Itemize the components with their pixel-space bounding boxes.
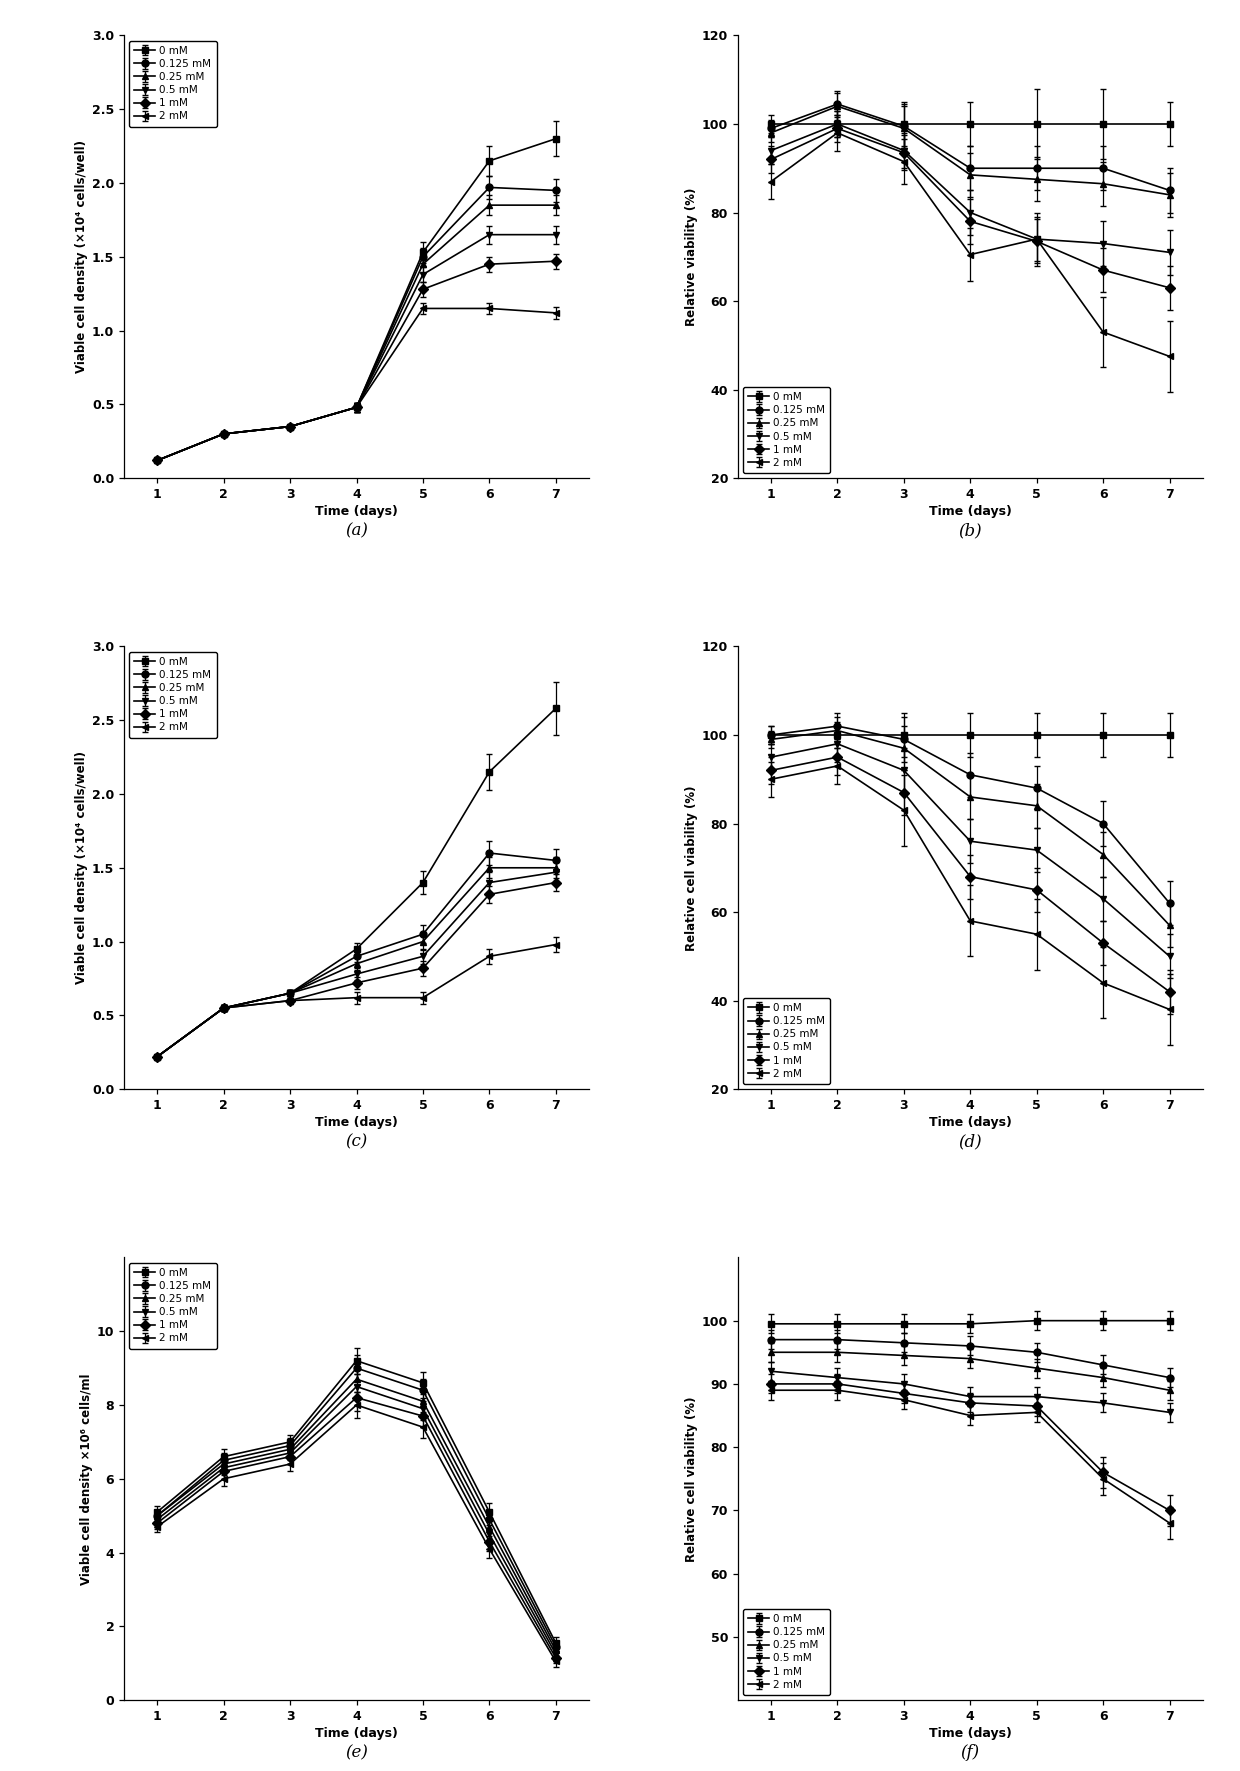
- Y-axis label: Viable cell density (×10⁴ cells/well): Viable cell density (×10⁴ cells/well): [74, 140, 88, 374]
- X-axis label: Time (days): Time (days): [929, 1727, 1012, 1741]
- Legend: 0 mM, 0.125 mM, 0.25 mM, 0.5 mM, 1 mM, 2 mM: 0 mM, 0.125 mM, 0.25 mM, 0.5 mM, 1 mM, 2…: [129, 652, 217, 739]
- X-axis label: Time (days): Time (days): [929, 1116, 1012, 1130]
- Y-axis label: Viable cell density ×10⁶ cells/ml: Viable cell density ×10⁶ cells/ml: [79, 1373, 93, 1585]
- X-axis label: Time (days): Time (days): [315, 1116, 398, 1130]
- Text: (f): (f): [961, 1744, 980, 1762]
- X-axis label: Time (days): Time (days): [315, 1727, 398, 1741]
- Y-axis label: Relative viability (%): Relative viability (%): [684, 188, 698, 326]
- Text: (d): (d): [959, 1133, 982, 1151]
- Text: (b): (b): [959, 522, 982, 540]
- Text: (a): (a): [345, 522, 368, 540]
- Y-axis label: Viable cell density (×10⁴ cells/well): Viable cell density (×10⁴ cells/well): [74, 751, 88, 985]
- Legend: 0 mM, 0.125 mM, 0.25 mM, 0.5 mM, 1 mM, 2 mM: 0 mM, 0.125 mM, 0.25 mM, 0.5 mM, 1 mM, 2…: [743, 1608, 831, 1695]
- X-axis label: Time (days): Time (days): [315, 505, 398, 519]
- X-axis label: Time (days): Time (days): [929, 505, 1012, 519]
- Text: (c): (c): [346, 1133, 367, 1151]
- Legend: 0 mM, 0.125 mM, 0.25 mM, 0.5 mM, 1 mM, 2 mM: 0 mM, 0.125 mM, 0.25 mM, 0.5 mM, 1 mM, 2…: [743, 386, 831, 473]
- Y-axis label: Relative cell viability (%): Relative cell viability (%): [684, 785, 698, 951]
- Legend: 0 mM, 0.125 mM, 0.25 mM, 0.5 mM, 1 mM, 2 mM: 0 mM, 0.125 mM, 0.25 mM, 0.5 mM, 1 mM, 2…: [129, 1263, 217, 1350]
- Legend: 0 mM, 0.125 mM, 0.25 mM, 0.5 mM, 1 mM, 2 mM: 0 mM, 0.125 mM, 0.25 mM, 0.5 mM, 1 mM, 2…: [743, 997, 831, 1084]
- Text: (e): (e): [345, 1744, 368, 1762]
- Legend: 0 mM, 0.125 mM, 0.25 mM, 0.5 mM, 1 mM, 2 mM: 0 mM, 0.125 mM, 0.25 mM, 0.5 mM, 1 mM, 2…: [129, 41, 217, 128]
- Y-axis label: Relative cell viability (%): Relative cell viability (%): [684, 1396, 698, 1562]
